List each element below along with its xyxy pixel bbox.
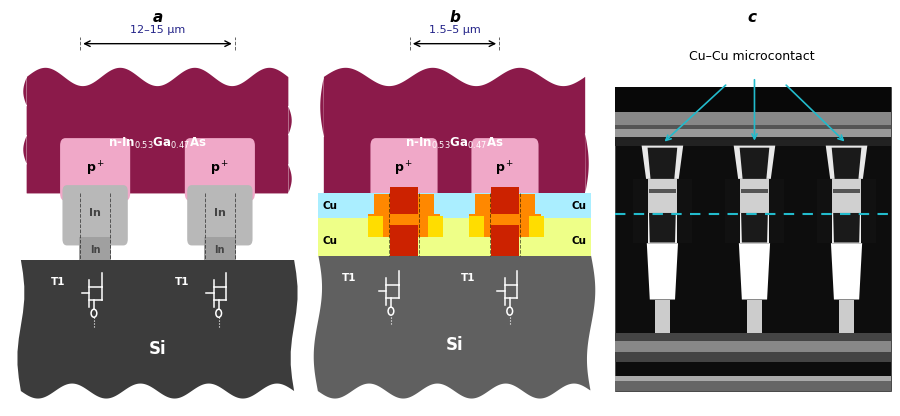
Polygon shape	[826, 146, 868, 179]
Bar	[368, 214, 440, 237]
Polygon shape	[642, 146, 683, 179]
Bar	[615, 381, 891, 391]
Bar	[615, 125, 891, 129]
Bar	[529, 216, 544, 237]
Text: Si: Si	[446, 336, 464, 354]
Bar	[615, 112, 891, 125]
Text: Cu: Cu	[322, 236, 338, 246]
FancyBboxPatch shape	[60, 138, 130, 201]
Bar	[470, 216, 484, 237]
Text: 12–15 μm: 12–15 μm	[130, 25, 185, 35]
Polygon shape	[740, 148, 770, 179]
Bar	[475, 194, 535, 217]
Polygon shape	[817, 179, 832, 243]
Bar	[833, 189, 860, 193]
Polygon shape	[832, 148, 861, 179]
Bar	[390, 225, 418, 256]
Bar	[203, 237, 236, 260]
Text: Cu: Cu	[572, 201, 587, 211]
Bar	[830, 179, 863, 212]
Polygon shape	[831, 243, 862, 300]
Bar	[318, 193, 591, 218]
Polygon shape	[830, 212, 863, 243]
Text: T1: T1	[342, 273, 356, 283]
Polygon shape	[833, 213, 860, 243]
Text: a: a	[152, 10, 163, 25]
Bar	[747, 300, 762, 333]
Bar	[374, 194, 434, 217]
Text: T1: T1	[176, 277, 190, 287]
Polygon shape	[770, 179, 784, 243]
Polygon shape	[647, 148, 677, 179]
FancyBboxPatch shape	[187, 185, 253, 245]
Polygon shape	[739, 243, 770, 300]
Polygon shape	[861, 179, 877, 243]
Text: n-In$_{0.53}$Ga$_{0.47}$As: n-In$_{0.53}$Ga$_{0.47}$As	[108, 136, 207, 151]
Text: Si: Si	[148, 340, 166, 359]
Bar	[368, 216, 383, 237]
Bar	[470, 214, 541, 237]
Bar	[615, 376, 891, 381]
Bar	[741, 189, 768, 193]
Bar	[615, 87, 891, 391]
Text: In: In	[214, 208, 226, 218]
Text: 1.5–5 μm: 1.5–5 μm	[428, 25, 481, 35]
Bar	[390, 187, 418, 225]
Bar	[615, 341, 891, 352]
Bar	[649, 189, 676, 193]
Text: In: In	[89, 208, 101, 218]
Text: p$^+$: p$^+$	[86, 159, 104, 178]
Text: T1: T1	[50, 277, 65, 287]
Text: n-In$_{0.53}$Ga$_{0.47}$As: n-In$_{0.53}$Ga$_{0.47}$As	[405, 136, 504, 151]
Polygon shape	[724, 179, 740, 243]
Polygon shape	[23, 68, 292, 193]
Polygon shape	[646, 212, 679, 243]
Bar	[615, 87, 891, 112]
Polygon shape	[647, 243, 678, 300]
Bar	[79, 237, 112, 260]
Polygon shape	[741, 213, 768, 243]
FancyBboxPatch shape	[472, 138, 538, 201]
Text: In: In	[90, 245, 101, 255]
Polygon shape	[734, 146, 775, 179]
FancyBboxPatch shape	[62, 185, 128, 245]
FancyBboxPatch shape	[371, 138, 437, 201]
Text: p$^+$: p$^+$	[394, 159, 414, 178]
Polygon shape	[320, 68, 589, 193]
Text: b: b	[449, 10, 460, 25]
Text: Cu: Cu	[572, 236, 587, 246]
Polygon shape	[677, 179, 692, 243]
Bar	[428, 216, 443, 237]
FancyBboxPatch shape	[184, 138, 255, 201]
Bar	[655, 300, 670, 333]
Bar	[839, 300, 854, 333]
Text: c: c	[747, 10, 756, 25]
Text: p$^+$: p$^+$	[495, 159, 515, 178]
Bar	[615, 333, 891, 362]
Polygon shape	[17, 260, 298, 399]
Text: T1: T1	[461, 273, 475, 283]
Bar	[615, 137, 891, 146]
Polygon shape	[738, 212, 770, 243]
Bar	[646, 179, 679, 212]
Bar	[491, 187, 519, 225]
Text: Cu–Cu microcontact: Cu–Cu microcontact	[688, 50, 814, 63]
Polygon shape	[649, 213, 676, 243]
Text: Cu: Cu	[322, 201, 338, 211]
Bar	[318, 218, 591, 256]
Polygon shape	[314, 256, 595, 399]
Bar	[738, 179, 770, 212]
Text: In: In	[214, 245, 225, 255]
Text: p$^+$: p$^+$	[211, 159, 230, 178]
Bar	[615, 129, 891, 137]
Bar	[491, 225, 519, 256]
Polygon shape	[633, 179, 647, 243]
